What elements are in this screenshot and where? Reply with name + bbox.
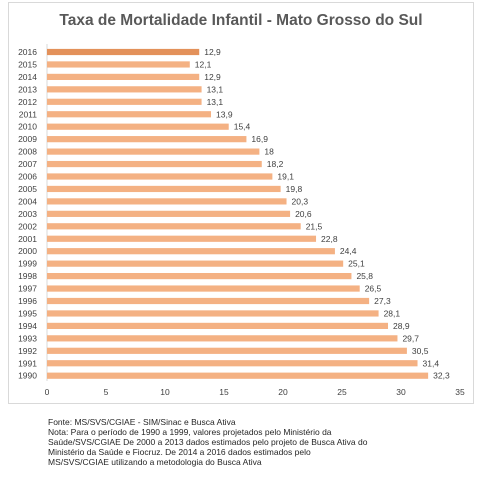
data-label: 28,1 — [384, 308, 401, 318]
bar — [47, 73, 200, 80]
chart-notes: Fonte: MS/SVS/CGIAE - SIM/Sinac e Busca … — [48, 417, 473, 467]
bar — [47, 48, 200, 56]
bar — [47, 111, 212, 118]
data-label: 25,1 — [348, 259, 365, 269]
bar — [47, 86, 202, 93]
x-tick-label: 0 — [45, 387, 50, 397]
bar — [47, 285, 360, 292]
chart-title: Taxa de Mortalidade Infantil - Mato Gros… — [59, 12, 423, 29]
category-label: 1999 — [18, 259, 37, 269]
category-label: 2016 — [18, 47, 37, 57]
data-label: 25,8 — [356, 271, 373, 281]
category-label: 1994 — [18, 321, 37, 331]
category-label: 1993 — [18, 333, 37, 343]
category-label: 2007 — [18, 159, 37, 169]
bar — [47, 310, 379, 317]
data-label: 19,8 — [286, 184, 303, 194]
category-label: 2013 — [18, 84, 37, 94]
category-label: 2015 — [18, 59, 37, 69]
note-line: MS/SVS/CGIAE utilizando a metodologia do… — [48, 457, 262, 467]
category-label: 2011 — [19, 109, 38, 119]
data-label: 27,3 — [374, 296, 391, 306]
x-tick-label: 20 — [278, 387, 288, 397]
category-label: 1997 — [18, 284, 37, 294]
data-label: 30,5 — [412, 346, 429, 356]
category-label: 2006 — [18, 172, 37, 182]
data-label: 29,7 — [402, 333, 419, 343]
bar — [47, 223, 301, 230]
data-label: 16,9 — [251, 134, 268, 144]
x-tick-label: 15 — [219, 387, 229, 397]
data-label: 32,3 — [433, 371, 450, 381]
data-label: 18,2 — [267, 159, 284, 169]
category-label: 2003 — [18, 209, 37, 219]
category-label: 2012 — [18, 97, 37, 107]
category-label: 2001 — [18, 234, 37, 244]
data-label: 12,9 — [204, 72, 221, 82]
bar — [47, 235, 317, 242]
bar — [47, 335, 398, 342]
note-line: Ministério da Saúde e Fiocruz. De 2014 a… — [48, 447, 311, 457]
category-label: 1998 — [18, 271, 37, 281]
chart-frame — [8, 2, 474, 404]
bar — [47, 123, 229, 130]
data-label: 12,9 — [204, 47, 221, 57]
bar — [47, 210, 291, 217]
category-label: 1996 — [18, 296, 37, 306]
category-label: 2010 — [18, 122, 37, 132]
data-label: 21,5 — [306, 221, 323, 231]
bar — [47, 136, 247, 143]
category-label: 2002 — [18, 221, 37, 231]
source-note: Fonte: MS/SVS/CGIAE - SIM/Sinac e Busca … — [48, 417, 236, 427]
x-tick-label: 10 — [160, 387, 170, 397]
x-tick-label: 30 — [396, 387, 406, 397]
category-label: 2004 — [18, 196, 37, 206]
category-label: 1995 — [18, 308, 37, 318]
bar — [47, 61, 190, 68]
note-line: Saúde/SVS/CGIAE De 2000 a 2013 dados est… — [48, 437, 368, 447]
category-label: 1991 — [18, 358, 37, 368]
data-label: 19,1 — [277, 172, 294, 182]
bar — [47, 360, 418, 367]
data-label: 15,4 — [234, 122, 251, 132]
x-tick-label: 5 — [104, 387, 109, 397]
data-label: 13,1 — [207, 97, 224, 107]
data-label: 31,4 — [423, 358, 440, 368]
bar — [47, 160, 262, 168]
data-label: 13,1 — [207, 84, 224, 94]
bar — [47, 260, 344, 267]
bar — [47, 322, 389, 329]
category-label: 2014 — [18, 72, 37, 82]
category-label: 2000 — [18, 246, 37, 256]
bar — [47, 98, 202, 105]
category-label: 1992 — [18, 346, 37, 356]
bar — [47, 198, 287, 205]
category-label: 1990 — [18, 371, 37, 381]
bar — [47, 297, 370, 305]
data-label: 20,3 — [292, 196, 309, 206]
bar — [47, 347, 407, 354]
data-label: 24,4 — [340, 246, 357, 256]
x-tick-label: 25 — [337, 387, 347, 397]
bar — [47, 148, 260, 155]
bar — [47, 173, 273, 180]
category-label: 2009 — [18, 134, 37, 144]
bar — [47, 248, 335, 255]
category-label: 2008 — [18, 147, 37, 157]
data-label: 18 — [264, 147, 274, 157]
bar — [47, 185, 281, 193]
category-label: 2005 — [18, 184, 37, 194]
data-label: 28,9 — [393, 321, 410, 331]
data-label: 26,5 — [365, 284, 382, 294]
data-label: 22,8 — [321, 234, 338, 244]
data-label: 20,6 — [295, 209, 312, 219]
bar — [47, 372, 429, 379]
data-label: 13,9 — [216, 109, 233, 119]
data-label: 12,1 — [195, 59, 212, 69]
x-tick-label: 35 — [455, 387, 465, 397]
note-line: Nota: Para o período de 1990 a 1999, val… — [48, 427, 332, 437]
bar — [47, 273, 352, 280]
